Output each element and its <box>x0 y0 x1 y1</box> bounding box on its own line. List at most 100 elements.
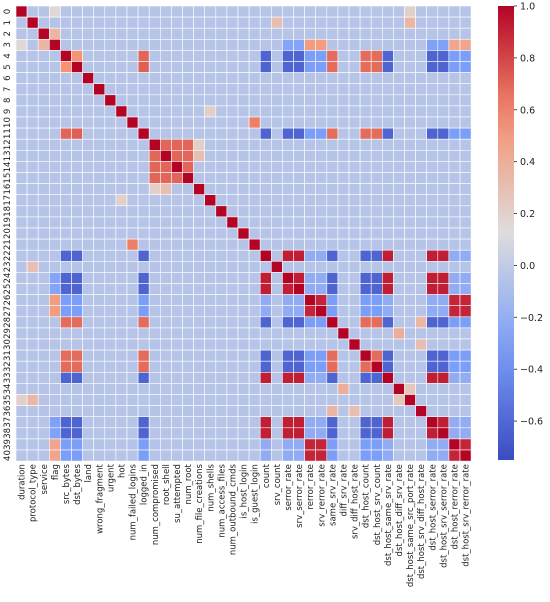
heatmap-cell <box>15 294 28 307</box>
heatmap-cell <box>237 172 250 184</box>
heatmap-cell <box>60 72 72 84</box>
heatmap-cell <box>459 183 472 196</box>
heatmap-cell <box>93 138 106 151</box>
heatmap-cell <box>293 138 305 151</box>
heatmap-cell <box>148 83 161 96</box>
x-tick-label: src_bytes <box>62 464 72 505</box>
heatmap-cell <box>26 205 39 218</box>
heatmap-cell <box>93 194 106 207</box>
heatmap-cell <box>459 449 472 462</box>
heatmap-cell <box>171 272 183 284</box>
heatmap-cell <box>315 249 328 262</box>
x-tick-label: num_outbound_cmds <box>228 464 238 556</box>
heatmap-cell <box>282 61 294 73</box>
heatmap-cell <box>393 249 405 262</box>
heatmap-cell <box>293 238 305 251</box>
heatmap-cell <box>15 205 28 218</box>
heatmap-cell <box>26 105 39 118</box>
heatmap-cell <box>182 138 194 151</box>
heatmap-cell <box>404 416 416 429</box>
heatmap-cell <box>248 138 261 151</box>
heatmap-cell <box>448 405 461 418</box>
heatmap-cell <box>315 161 328 173</box>
heatmap-cell <box>248 383 261 395</box>
heatmap-cell <box>237 83 250 96</box>
heatmap-cell <box>437 127 450 140</box>
heatmap-cell <box>381 72 394 84</box>
heatmap-cell <box>259 116 272 129</box>
heatmap-cell <box>437 50 450 62</box>
heatmap-cell <box>315 371 328 384</box>
heatmap-cell <box>415 94 428 107</box>
heatmap-cell <box>348 405 361 418</box>
heatmap-cell <box>415 116 428 129</box>
heatmap-cell <box>26 194 39 207</box>
heatmap-cell <box>48 16 61 29</box>
heatmap-cell <box>259 449 272 462</box>
heatmap-cell <box>426 38 439 51</box>
heatmap-cell <box>293 72 305 84</box>
heatmap-cell <box>259 349 272 362</box>
heatmap-cell <box>337 27 350 40</box>
heatmap-cell <box>426 127 439 140</box>
heatmap-cell <box>415 183 428 196</box>
heatmap-cell <box>226 316 239 329</box>
heatmap-cell <box>337 16 350 29</box>
heatmap-cell <box>226 61 239 73</box>
heatmap-cell <box>404 161 416 173</box>
heatmap-cell <box>237 260 250 273</box>
heatmap-cell <box>37 150 50 162</box>
heatmap-cell <box>204 161 217 173</box>
heatmap-cell <box>15 405 28 418</box>
heatmap-cell <box>160 216 172 229</box>
heatmap-cell <box>426 72 439 84</box>
heatmap-cell <box>48 5 61 18</box>
heatmap-cell <box>437 94 450 107</box>
heatmap-cell <box>270 305 283 318</box>
heatmap-cell <box>60 316 72 329</box>
x-tick-label: root_shell <box>162 464 172 505</box>
heatmap-cell <box>248 360 261 373</box>
x-tick-label: dst_host_srv_serror_rate <box>439 464 449 568</box>
x-tick-label: srv_diff_host_rate <box>351 464 361 539</box>
y-tick-label: 28 <box>3 317 13 328</box>
heatmap-cell <box>315 27 328 40</box>
heatmap-cell <box>393 305 405 318</box>
heatmap-cell <box>415 316 428 329</box>
y-tick-label: 0 <box>3 9 13 14</box>
heatmap-cell <box>48 38 61 51</box>
heatmap-cell <box>93 305 106 318</box>
heatmap-cell <box>393 94 405 107</box>
heatmap-cell <box>37 16 50 29</box>
heatmap-cell <box>37 371 50 384</box>
heatmap-cell <box>48 438 61 451</box>
heatmap-cell <box>415 194 428 207</box>
heatmap-cell <box>148 61 161 73</box>
heatmap-cell <box>160 349 172 362</box>
heatmap-cell <box>259 283 272 295</box>
heatmap-cell <box>259 371 272 384</box>
heatmap-cell <box>115 172 128 184</box>
heatmap-cell <box>48 238 61 251</box>
heatmap-cell <box>404 338 416 351</box>
heatmap-cell <box>115 227 128 240</box>
heatmap-cell <box>60 449 72 462</box>
heatmap-cell <box>115 138 128 151</box>
heatmap-cell <box>15 227 28 240</box>
heatmap-cell <box>370 327 383 340</box>
heatmap-cell <box>104 216 117 229</box>
heatmap-cell <box>193 27 206 40</box>
heatmap-cell <box>426 27 439 40</box>
heatmap-cell <box>37 105 50 118</box>
heatmap-cell <box>115 260 128 273</box>
heatmap-cell <box>259 150 272 162</box>
heatmap-cell <box>93 405 106 418</box>
heatmap-cell <box>26 349 39 362</box>
heatmap-cell <box>160 27 172 40</box>
heatmap-cell <box>359 383 372 395</box>
heatmap-cell <box>137 305 150 318</box>
heatmap-cell <box>82 316 94 329</box>
heatmap-cell <box>337 116 350 129</box>
heatmap-cell <box>248 227 261 240</box>
heatmap-cell <box>437 194 450 207</box>
